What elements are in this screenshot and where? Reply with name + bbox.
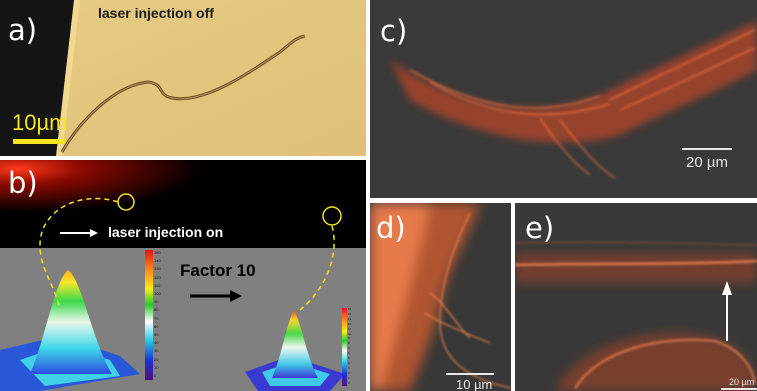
colorbar-right-tick: 7 — [348, 346, 350, 351]
colorbar-left-tick: 90 — [154, 299, 159, 305]
panel-a-optical-micrograph: a) laser injection off 10µm — [0, 0, 366, 156]
dashed-arrow-left — [39, 197, 119, 311]
dashed-arrow-right — [299, 225, 335, 311]
colorbar-left-tick: 70 — [154, 315, 159, 321]
colorbar-right-tick: 11 — [348, 326, 352, 331]
panel-b-factor: Factor 10 — [180, 261, 256, 280]
panel-b-caption: laser injection on — [108, 224, 224, 240]
colorbar-left-tick: 50 — [154, 332, 159, 338]
colorbar-left-tick: 60 — [154, 323, 159, 329]
scale-bar-d — [446, 373, 494, 375]
colorbar-right-tick: 12 — [348, 321, 352, 326]
panel-e-fluorescence: e) 20 µm — [515, 203, 757, 391]
panel-b-label: b) — [8, 166, 38, 200]
colorbar-right-tick: 2 — [348, 370, 350, 375]
colorbar-right-tick: 14 — [348, 311, 352, 316]
panel-d-scale-label: 10 µm — [456, 377, 493, 391]
colorbar-right-tick: 0 — [348, 380, 350, 385]
panel-a-image — [0, 0, 366, 156]
colorbar-left-tick: 150 — [154, 250, 161, 255]
colorbar-right-tick: 9 — [348, 336, 350, 341]
panel-a-scale-label: 10µm — [12, 110, 68, 135]
colorbar-left-tick: 0 — [154, 373, 157, 379]
colorbar-left-tick: 10 — [154, 364, 159, 370]
scale-bar-e — [721, 388, 757, 390]
colorbar-left-tick: 100 — [154, 291, 161, 297]
panel-e-scale-label: 20 µm — [729, 377, 755, 387]
panel-b-image — [0, 160, 366, 391]
panel-a-label: a) — [8, 13, 38, 47]
panel-c-fluorescence: c) 20 µm — [370, 0, 757, 198]
panel-c-image — [370, 0, 757, 198]
colorbar-right — [342, 308, 347, 386]
colorbar-right-tick: 13 — [348, 316, 352, 321]
colorbar-right-tick: 4 — [348, 360, 350, 365]
colorbar-right-tick: 1 — [348, 375, 350, 380]
panel-c-label: c) — [380, 14, 408, 48]
colorbar-left-tick: 120 — [154, 274, 161, 280]
colorbar-left-tick: 20 — [154, 356, 159, 362]
colorbar-right-tick: 15 — [348, 307, 352, 311]
colorbar-left-tick: 30 — [154, 348, 159, 354]
colorbar-left — [145, 250, 153, 380]
colorbar-right-tick: 8 — [348, 341, 350, 346]
panel-b-intensity-profiles: b) laser injection on Factor 10 150 140 13… — [0, 160, 366, 391]
scale-bar-a — [13, 139, 65, 144]
colorbar-right-tick: 6 — [348, 351, 350, 356]
marker-circle-right — [322, 206, 342, 226]
panel-d-label: d) — [376, 211, 406, 245]
colorbar-right-tick: 3 — [348, 365, 350, 370]
colorbar-right-ticks: 15 14 13 12 11 10 9 8 7 6 5 4 3 2 1 0 — [348, 307, 358, 387]
panel-d-fluorescence: d) 10 µm — [370, 203, 511, 391]
colorbar-left-tick: 80 — [154, 307, 159, 313]
scale-bar-c — [682, 148, 732, 150]
panel-a-caption: laser injection off — [98, 5, 214, 21]
panel-e-image — [515, 203, 757, 391]
colorbar-left-tick: 140 — [154, 258, 161, 264]
colorbar-left-tick: 110 — [154, 282, 161, 288]
panel-d-image — [370, 203, 511, 391]
colorbar-left-ticks: 150 140 130 120 110 100 90 80 70 60 50 40 30 20 10 0 — [154, 249, 168, 381]
colorbar-left-tick: 130 — [154, 266, 161, 272]
colorbar-right-tick: 5 — [348, 356, 350, 361]
panel-c-scale-label: 20 µm — [686, 154, 728, 171]
colorbar-left-tick: 40 — [154, 340, 159, 346]
colorbar-right-tick: 10 — [348, 331, 352, 336]
panel-e-label: e) — [525, 211, 555, 245]
